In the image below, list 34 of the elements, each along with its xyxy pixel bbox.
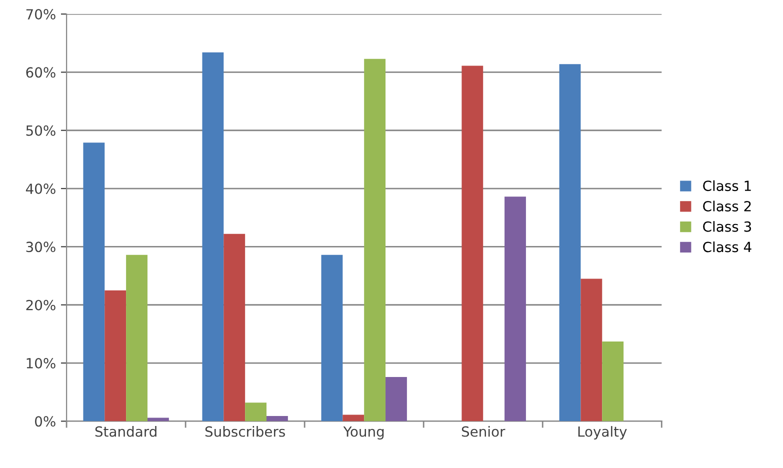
bar xyxy=(245,402,266,422)
x-tick-label: Standard xyxy=(95,426,156,437)
bar xyxy=(202,52,224,422)
legend-label: Class 4 xyxy=(703,241,752,252)
bar xyxy=(224,234,246,422)
y-tick-label: 60% xyxy=(26,67,56,78)
bar xyxy=(147,418,169,422)
legend-label: Class 1 xyxy=(703,180,751,192)
bar xyxy=(83,142,105,422)
bar xyxy=(126,254,148,422)
bar xyxy=(602,342,624,422)
bar xyxy=(266,416,288,422)
y-tick-label: 30% xyxy=(26,242,56,252)
legend-label: Class 3 xyxy=(703,221,751,232)
x-tick-label: Loyalty xyxy=(578,426,627,440)
bar xyxy=(504,196,526,422)
bar xyxy=(364,58,386,422)
bar xyxy=(559,64,581,422)
bar xyxy=(342,414,364,422)
x-tick-label: Young xyxy=(343,426,384,440)
bar xyxy=(462,66,484,422)
y-tick-label: 0% xyxy=(35,416,56,427)
y-tick-label: 70% xyxy=(26,9,56,20)
bar xyxy=(321,254,343,422)
y-tick-label: 40% xyxy=(26,184,56,194)
y-tick-label: 10% xyxy=(26,358,56,369)
x-tick-label: Subscribers xyxy=(205,426,285,437)
y-tick-label: 20% xyxy=(26,300,56,310)
bar xyxy=(104,290,126,422)
x-tick-label: Senior xyxy=(462,426,506,437)
y-tick-label: 50% xyxy=(26,125,56,136)
legend-label: Class 2 xyxy=(703,200,751,212)
bar xyxy=(386,376,407,422)
bar xyxy=(580,278,602,422)
